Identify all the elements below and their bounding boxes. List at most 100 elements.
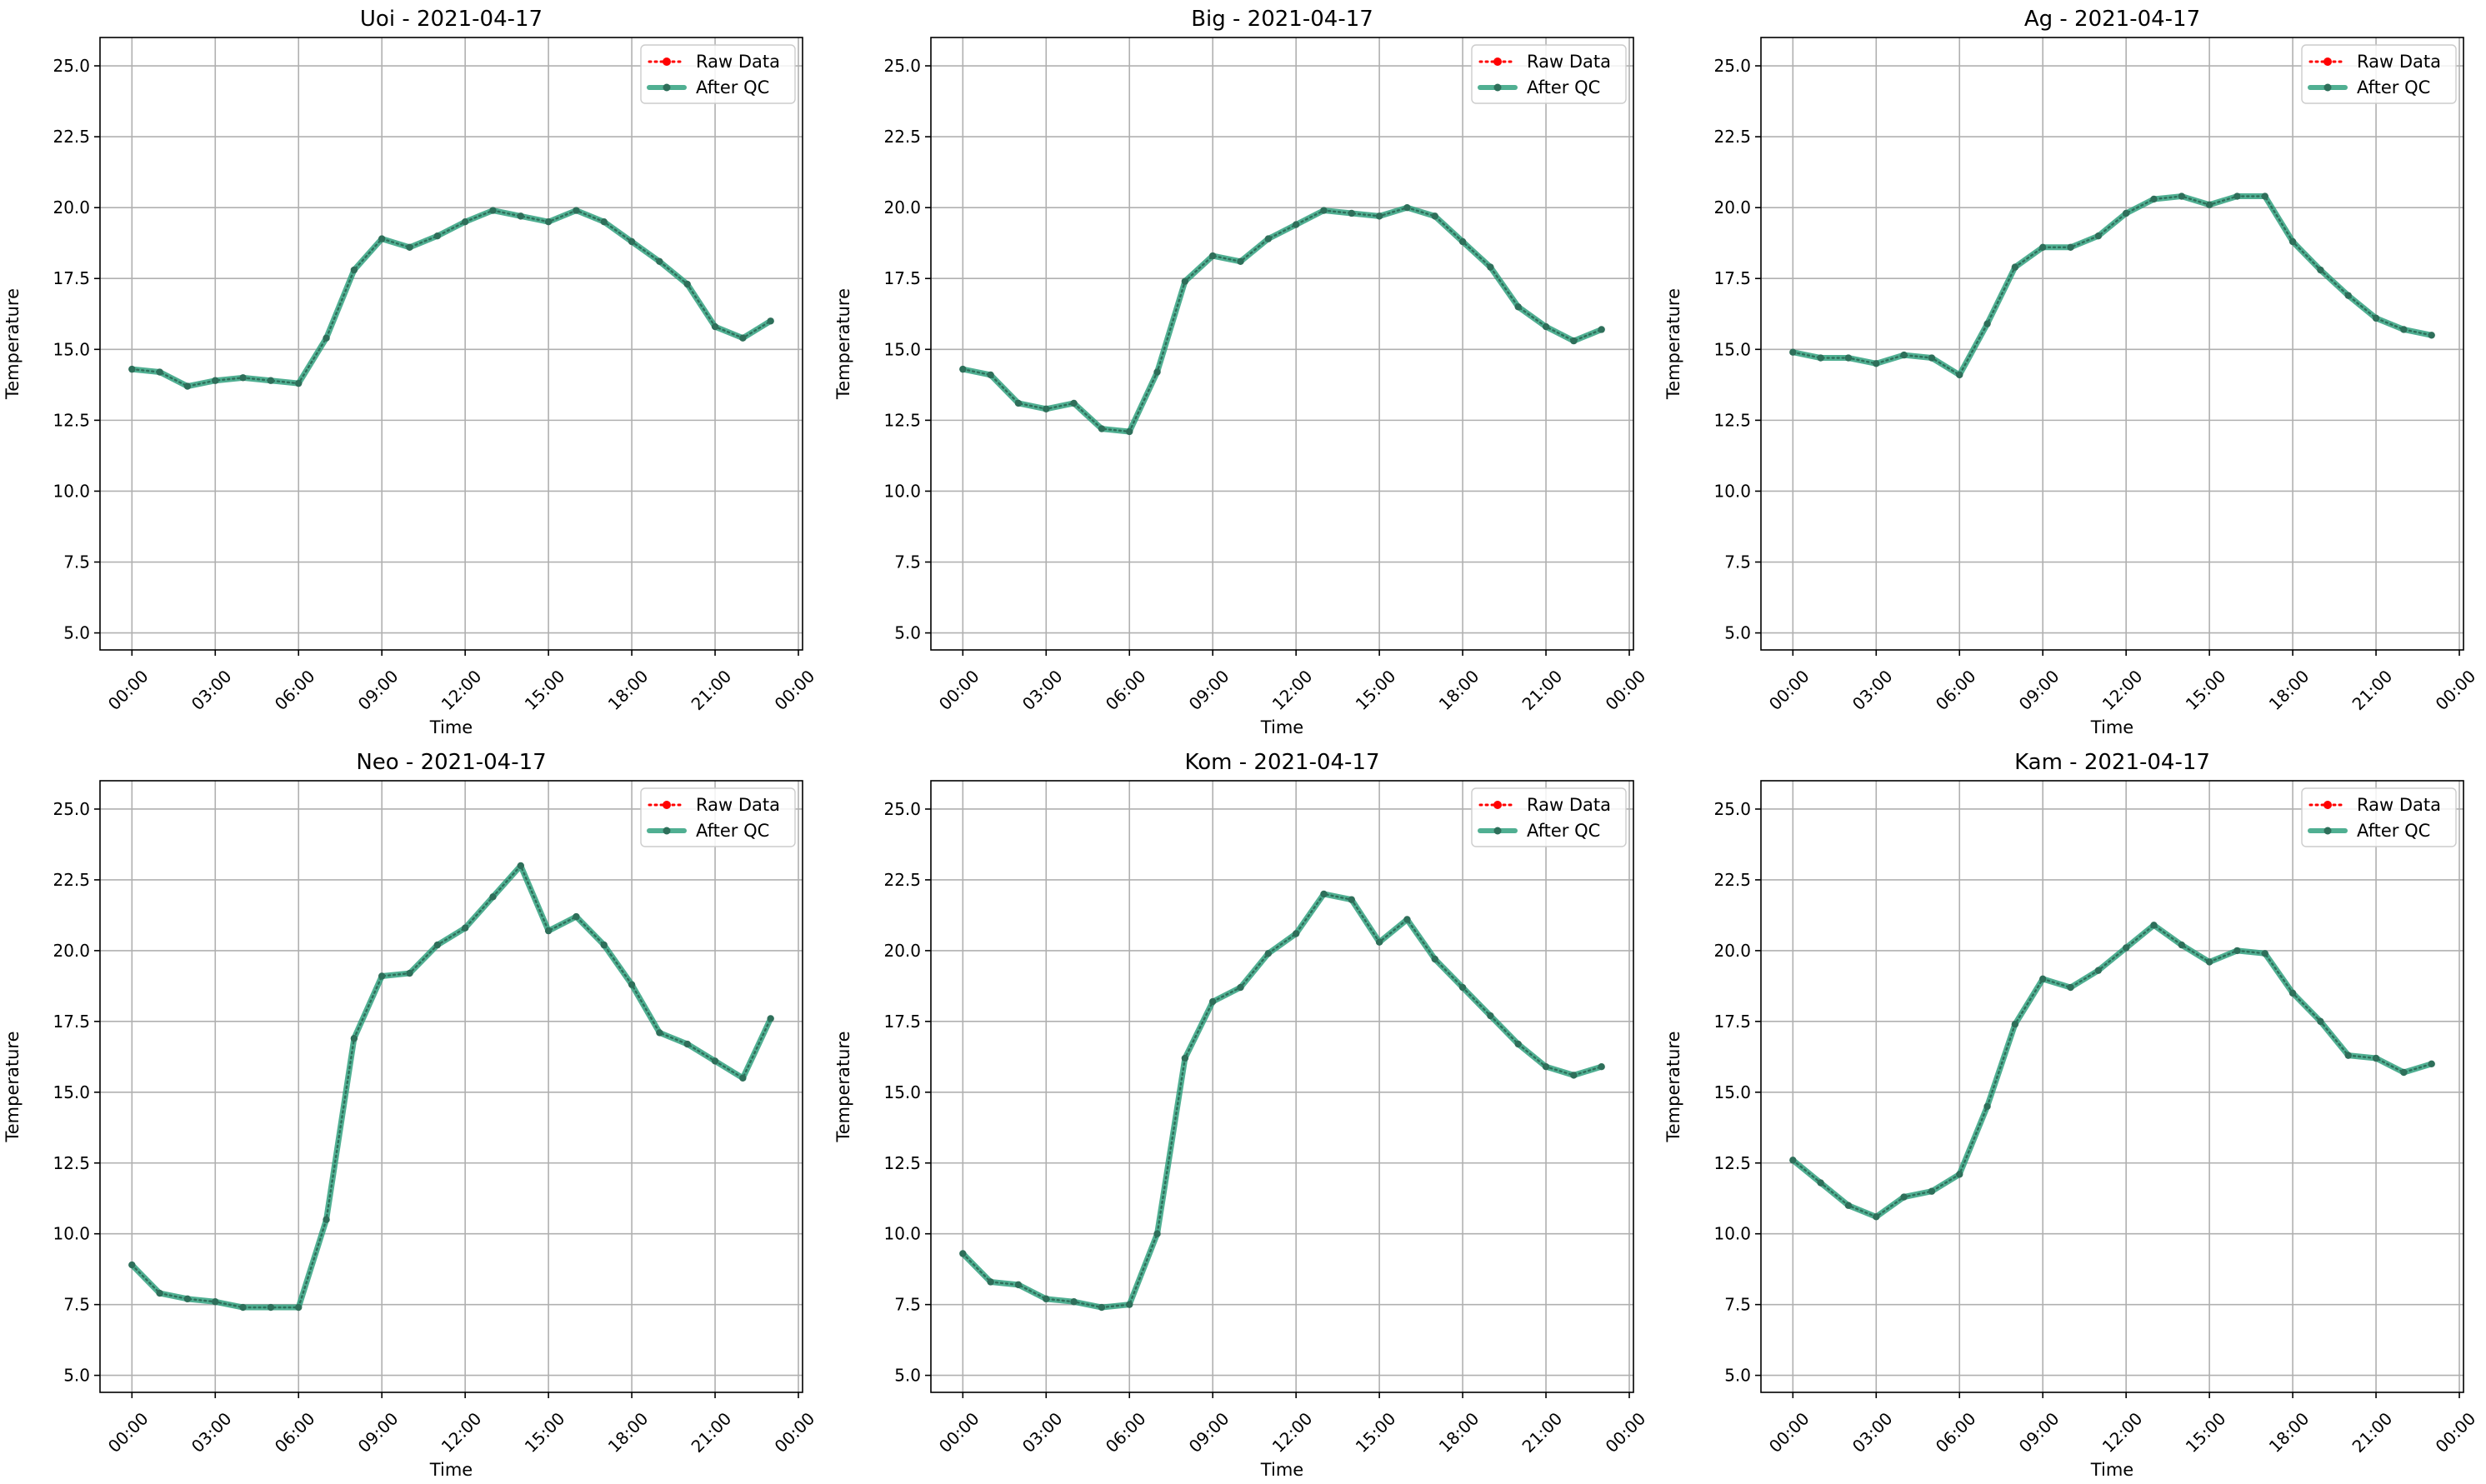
axes-frame	[1760, 37, 2464, 651]
series-point	[1514, 1040, 1522, 1048]
legend-qc-marker	[2323, 827, 2332, 835]
chart-title: Big - 2021-04-17	[1191, 7, 1373, 32]
series-point	[2094, 967, 2103, 974]
series-point	[517, 212, 525, 220]
x-tick-label: 03:00	[1848, 666, 1897, 714]
series-point	[1320, 890, 1328, 898]
series-point	[2233, 192, 2241, 200]
series-point	[1956, 371, 1963, 379]
series-point	[1458, 237, 1467, 246]
legend-raw-label: Raw Data	[2357, 795, 2441, 815]
plot-area	[100, 781, 803, 1392]
x-tick-label: 12:00	[1268, 666, 1317, 714]
series-point	[1458, 983, 1467, 992]
series-point	[959, 365, 967, 373]
series-raw-line	[131, 863, 772, 1309]
series-point	[2344, 292, 2352, 299]
y-tick-label: 5.0	[894, 1366, 921, 1386]
legend-qc-label: After QC	[696, 77, 769, 97]
series-point	[1126, 427, 1133, 436]
legend-qc-label: After QC	[1527, 77, 1600, 97]
series-point	[2400, 326, 2408, 333]
series-point	[1542, 322, 1550, 331]
y-tick-label: 25.0	[53, 799, 90, 819]
series-point	[2428, 332, 2435, 339]
chart-title: Uoi - 2021-04-17	[360, 7, 543, 32]
y-tick-label: 17.5	[53, 1012, 90, 1032]
x-tick-label: 06:00	[271, 666, 319, 714]
x-tick-label: 12:00	[2098, 1408, 2147, 1457]
y-tick-label: 10.0	[53, 481, 90, 501]
legend-raw-label: Raw Data	[1527, 52, 1611, 72]
series-raw-line	[962, 206, 1603, 433]
series-point	[2122, 209, 2130, 217]
series-point	[656, 1029, 663, 1037]
y-tick-label: 15.0	[1713, 339, 1751, 359]
legend-raw-label: Raw Data	[2357, 52, 2441, 72]
chart-title: Neo - 2021-04-17	[356, 750, 546, 775]
series-point	[1817, 1179, 1824, 1187]
series-point	[2372, 1054, 2380, 1062]
series-point	[544, 217, 553, 226]
x-tick-label: 06:00	[1932, 1408, 1980, 1457]
series-point	[1403, 916, 1411, 923]
series-point	[2067, 983, 2074, 992]
series-point	[1208, 997, 1217, 1006]
series-point	[1153, 368, 1161, 376]
y-tick-label: 10.0	[1713, 1224, 1751, 1244]
y-tick-label: 25.0	[1713, 799, 1751, 819]
series-point	[1873, 360, 1880, 367]
y-tick-label: 22.5	[53, 870, 90, 890]
y-tick-label: 5.0	[63, 623, 90, 643]
chart-panel: 5.0 7.5 10.0 12.5 15.0 17.5 20.0 22.5 25.0 00:00 0…	[1663, 7, 2479, 737]
y-tick-label: 12.5	[883, 410, 921, 430]
series-point	[1956, 1171, 1963, 1178]
y-tick-label: 15.0	[1713, 1082, 1751, 1102]
series-point	[1983, 1102, 1991, 1110]
series-point	[2344, 1052, 2352, 1059]
y-tick-label: 10.0	[53, 1224, 90, 1244]
x-tick-label: 21:00	[688, 666, 736, 714]
y-tick-label: 25.0	[883, 56, 921, 76]
series-point	[739, 1074, 747, 1082]
series-point	[573, 207, 580, 214]
series-raw-line	[962, 892, 1603, 1309]
series-point	[1514, 303, 1522, 311]
series-point	[489, 207, 497, 214]
x-tick-label: 18:00	[604, 666, 653, 714]
series-point	[2205, 958, 2213, 966]
series-point	[1844, 1202, 1853, 1209]
series-point	[628, 237, 636, 246]
legend-qc-marker	[1493, 83, 1502, 92]
x-tick-label: 03:00	[188, 666, 236, 714]
series-point	[656, 257, 663, 266]
series-point	[128, 365, 136, 373]
y-tick-label: 5.0	[63, 1366, 90, 1386]
y-tick-label: 12.5	[1713, 1153, 1751, 1173]
series-point	[1181, 277, 1189, 285]
series-point	[544, 927, 553, 935]
y-tick-label: 10.0	[883, 1224, 921, 1244]
series-point	[2011, 1021, 2019, 1028]
legend-qc-marker	[663, 827, 671, 835]
series-point	[2400, 1068, 2408, 1077]
y-tick-label: 22.5	[53, 127, 90, 147]
series-point	[1348, 209, 1356, 217]
chart-title: Kom - 2021-04-17	[1185, 750, 1380, 775]
y-tick-label: 22.5	[1713, 127, 1751, 147]
series-point	[1070, 399, 1078, 407]
y-tick-label: 22.5	[1713, 870, 1751, 890]
y-tick-label: 7.5	[63, 1295, 90, 1315]
x-tick-label: 00:00	[2432, 1408, 2480, 1457]
series-point	[600, 941, 608, 949]
x-tick-label: 12:00	[438, 1408, 486, 1457]
series-point	[239, 1303, 247, 1312]
series-point	[378, 972, 386, 980]
x-tick-label: 09:00	[1185, 666, 1233, 714]
y-tick-label: 5.0	[894, 623, 921, 643]
y-tick-label: 20.0	[1713, 197, 1751, 217]
series-point	[267, 377, 275, 384]
y-tick-label: 12.5	[53, 1153, 90, 1173]
series-point	[212, 377, 219, 384]
